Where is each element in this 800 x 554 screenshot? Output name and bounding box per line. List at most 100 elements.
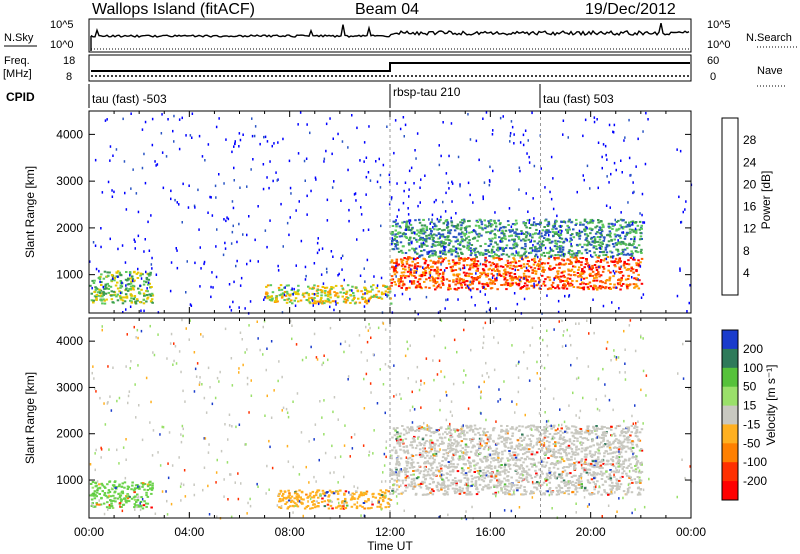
echo-cell — [502, 250, 505, 252]
echo-cell — [496, 256, 499, 259]
echo-cell — [424, 474, 427, 477]
echo-cell — [496, 455, 500, 458]
echo-cell — [304, 179, 306, 182]
echo-cell — [519, 484, 523, 487]
echo-cell — [302, 498, 305, 501]
echo-cell — [425, 227, 429, 230]
echo-cell — [475, 449, 478, 452]
echo-cell — [433, 461, 436, 464]
echo-cell — [441, 282, 445, 285]
echo-cell — [498, 464, 501, 467]
echo-cell — [279, 284, 283, 287]
echo-cell — [449, 287, 452, 290]
echo-cell — [460, 489, 464, 492]
echo-cell — [638, 431, 642, 434]
echo-cell — [616, 262, 619, 265]
echo-cell — [370, 285, 373, 288]
echo-cell — [471, 282, 474, 285]
echo-cell — [601, 467, 604, 470]
echo-cell — [132, 271, 136, 274]
echo-cell — [151, 484, 154, 487]
echo-cell — [421, 271, 425, 274]
echo-cell — [582, 277, 586, 280]
echo-cell — [449, 429, 453, 432]
echo-cell — [446, 484, 450, 487]
echo-cell — [680, 221, 682, 224]
echo-cell — [392, 262, 396, 264]
echo-cell — [452, 235, 455, 238]
echo-cell — [119, 296, 122, 299]
echo-cell — [365, 193, 367, 196]
echo-cell — [144, 181, 147, 185]
echo-cell — [462, 278, 465, 281]
echo-cell — [594, 245, 598, 248]
echo-cell — [618, 234, 622, 237]
echo-cell — [311, 292, 314, 295]
echo-cell — [574, 274, 577, 277]
echo-cell — [133, 488, 136, 491]
echo-cell — [526, 219, 530, 222]
echo-cell — [624, 221, 627, 224]
echo-cell — [545, 476, 548, 479]
echo-cell — [266, 176, 268, 179]
echo-cell — [363, 492, 366, 495]
echo-cell — [459, 248, 462, 251]
echo-cell — [597, 286, 600, 289]
echo-cell — [389, 302, 393, 305]
echo-cell — [404, 484, 407, 487]
echo-cell — [421, 437, 425, 439]
echo-cell — [215, 245, 217, 248]
echo-cell — [403, 220, 406, 223]
echo-cell — [638, 264, 641, 267]
echo-cell — [447, 288, 450, 291]
echo-cell — [119, 280, 123, 282]
echo-cell — [501, 246, 504, 249]
echo-cell — [550, 427, 553, 430]
echo-cell — [263, 298, 265, 301]
echo-cell — [131, 279, 134, 283]
echo-cell — [530, 477, 534, 480]
echo-cell — [451, 468, 455, 471]
echo-cell — [492, 280, 495, 283]
echo-cell — [605, 204, 608, 207]
echo-cell — [447, 445, 450, 448]
echo-cell — [567, 269, 571, 272]
echo-cell — [430, 235, 433, 238]
echo-cell — [424, 478, 427, 481]
echo-cell — [410, 478, 414, 481]
echo-cell — [395, 275, 397, 278]
echo-cell — [100, 273, 103, 276]
echo-cell — [514, 261, 518, 264]
echo-cell — [311, 507, 314, 510]
echo-cell — [121, 492, 125, 495]
echo-cell — [452, 250, 455, 253]
echo-cell — [413, 435, 416, 438]
echo-cell — [604, 286, 608, 289]
echo-cell — [609, 469, 612, 471]
echo-cell — [575, 257, 578, 260]
echo-cell — [336, 292, 339, 295]
echo-cell — [516, 277, 519, 280]
echo-cell — [95, 503, 99, 506]
echo-cell — [422, 229, 425, 232]
echo-cell — [490, 282, 494, 285]
echo-cell — [165, 155, 168, 158]
echo-cell — [450, 253, 453, 256]
echo-cell — [615, 478, 618, 481]
echo-cell — [467, 181, 470, 185]
nsky-panel-frame — [88, 18, 692, 53]
echo-cell — [515, 464, 518, 467]
echo-cell — [440, 263, 442, 266]
echo-cell — [540, 167, 542, 170]
echo-cell — [149, 294, 153, 297]
echo-cell — [323, 500, 327, 503]
echo-cell — [550, 249, 553, 252]
echo-cell — [420, 250, 423, 252]
echo-cell — [553, 222, 557, 225]
echo-cell — [531, 269, 534, 272]
echo-cell — [450, 465, 453, 468]
echo-cell — [301, 502, 304, 505]
echo-cell — [579, 273, 582, 276]
echo-cell — [549, 287, 553, 290]
echo-cell — [360, 206, 362, 209]
